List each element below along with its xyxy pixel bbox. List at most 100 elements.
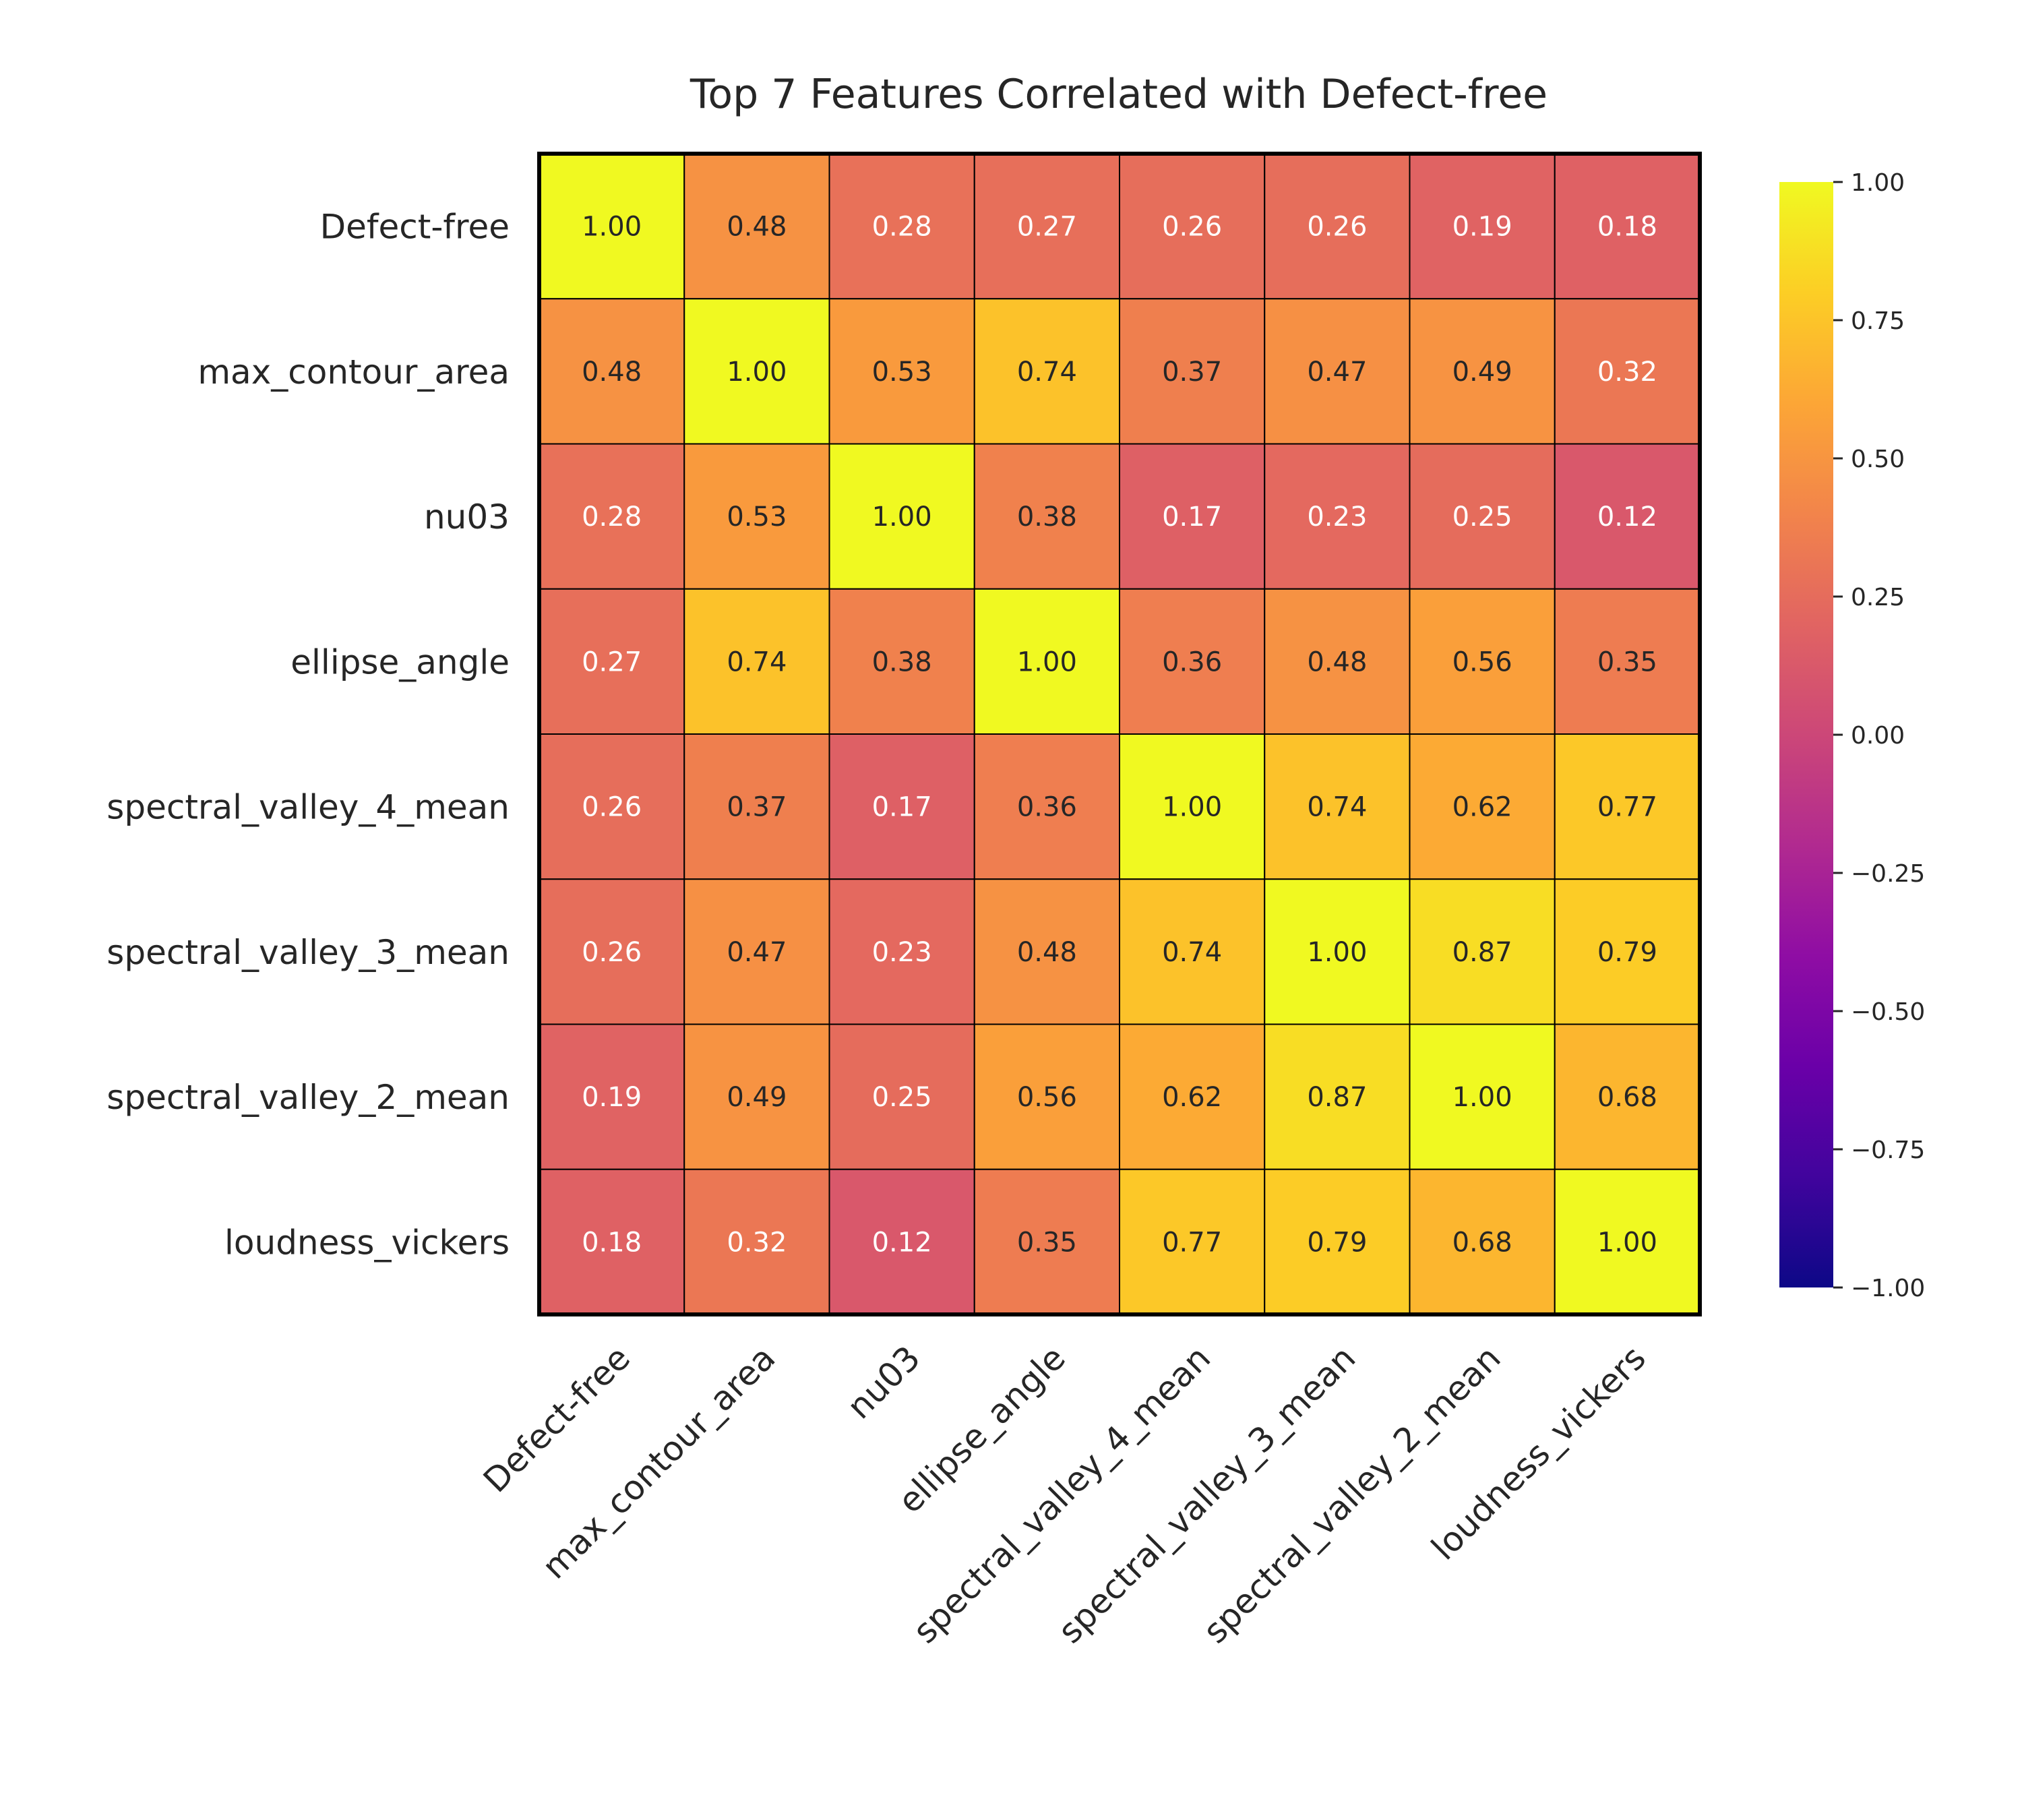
heatmap-cell-3-3 [973,588,1120,735]
colorbar-tick-label: 1.00 [1851,169,1905,197]
cell-value-label: 0.17 [1162,502,1222,533]
colorbar-tick-label: 0.50 [1851,446,1905,473]
y-tick-label: max_contour_area [197,353,510,392]
cell-value-label: 0.48 [727,212,787,243]
cell-value-label: 0.17 [872,792,932,823]
cell-value-label: 0.38 [1017,502,1077,533]
cell-value-label: 0.35 [1017,1227,1077,1258]
cell-value-label: 0.74 [1017,357,1077,388]
cell-value-label: 0.32 [727,1227,787,1258]
cell-value-label: 0.48 [1307,646,1367,677]
y-tick-label: nu03 [424,497,510,537]
heatmap-cell-2-4 [1119,443,1266,590]
cell-value-label: 0.36 [1162,646,1222,677]
cell-value-label: 1.00 [582,212,642,243]
heatmap-cell-5-5 [1264,878,1411,1025]
heatmap-cell-3-2 [828,588,975,735]
y-tick-label: ellipse_angle [290,642,510,681]
cell-value-label: 0.62 [1452,792,1512,823]
cell-value-label: 0.25 [872,1082,932,1113]
cell-value-label: 0.18 [1597,212,1657,243]
cell-value-label: 0.74 [727,646,787,677]
cell-value-label: 0.26 [582,792,642,823]
cell-value-label: 0.32 [1597,357,1657,388]
heatmap-cell-7-4 [1119,1168,1266,1315]
cell-value-label: 0.26 [1307,212,1367,243]
cell-value-label: 0.87 [1452,937,1512,968]
heatmap-cell-1-5 [1264,298,1411,445]
heatmap-cell-6-2 [828,1023,975,1170]
heatmap-cell-1-6 [1409,298,1556,445]
cell-value-label: 0.74 [1307,792,1367,823]
heatmap-cell-0-5 [1264,153,1411,300]
heatmap-cell-4-2 [828,733,975,880]
cell-value-label: 0.77 [1162,1227,1222,1258]
y-tick-label: spectral_valley_3_mean [106,933,510,972]
heatmap-cell-4-3 [973,733,1120,880]
heatmap-cell-6-7 [1554,1023,1701,1170]
heatmap-cell-5-7 [1554,878,1701,1025]
heatmap-cell-1-4 [1119,298,1266,445]
cell-value-label: 0.56 [1017,1082,1077,1113]
heatmap-cell-7-5 [1264,1168,1411,1315]
x-tick-label: Defect-free [476,1338,638,1500]
y-tick-label: spectral_valley_2_mean [106,1078,510,1117]
colorbar-tick-label: 0.25 [1851,584,1905,611]
cell-value-label: 0.18 [582,1227,642,1258]
cell-value-label: 1.00 [1452,1082,1512,1113]
x-tick-label: nu03 [840,1338,928,1426]
cell-value-label: 0.49 [727,1082,787,1113]
heatmap-cell-0-1 [683,153,830,300]
colorbar-tick-label: −1.00 [1851,1275,1925,1302]
cell-value-label: 0.27 [582,646,642,677]
cell-value-label: 0.12 [1597,502,1657,533]
x-tick-label: spectral_valley_2_mean [1196,1338,1508,1651]
heatmap-cell-1-1 [683,298,830,445]
cell-value-label: 0.48 [582,357,642,388]
heatmap-cell-4-7 [1554,733,1701,880]
cell-value-label: 0.23 [1307,502,1367,533]
heatmap-cell-7-7 [1554,1168,1701,1315]
chart-title: Top 7 Features Correlated with Defect-fr… [690,71,1548,118]
cell-value-label: 0.49 [1452,357,1512,388]
heatmap-frame [537,152,1702,1316]
heatmap-cell-6-1 [683,1023,830,1170]
cell-value-label: 0.19 [582,1082,642,1113]
colorbar-tick-label: −0.75 [1851,1136,1925,1164]
cell-value-label: 1.00 [1162,792,1222,823]
cell-value-label: 1.00 [1307,937,1367,968]
heatmap-cell-4-5 [1264,733,1411,880]
cell-value-label: 0.62 [1162,1082,1222,1113]
colorbar-tick-label: 0.75 [1851,307,1905,335]
cell-value-label: 0.53 [727,502,787,533]
colorbar-ticks: 1.00 0.75 0.50 0.25 0.00 −0.25 −0.50 −0.75 −1.00 [1833,169,1925,1302]
cell-value-label: 0.27 [1017,212,1077,243]
heatmap-cell-2-3 [973,443,1120,590]
heatmap-cell-6-4 [1119,1023,1266,1170]
heatmap-cell-0-0 [539,153,685,300]
heatmap-cell-5-4 [1119,878,1266,1025]
colorbar-tick-label: −0.50 [1851,998,1925,1026]
y-tick-labels: Defect-free max_contour_area nu03 ellipse_a… [106,208,510,1263]
x-tick-label: max_contour_area [534,1338,783,1586]
cell-value-label: 1.00 [1597,1227,1657,1258]
heatmap-cell-0-3 [973,153,1120,300]
heatmap-cell-5-2 [828,878,975,1025]
cell-value-label: 0.68 [1452,1227,1512,1258]
cell-value-label: 0.47 [727,937,787,968]
y-tick-label: Defect-free [320,208,510,247]
cell-value-label: 0.77 [1597,792,1657,823]
colorbar [1779,182,1833,1287]
heatmap-cell-3-4 [1119,588,1266,735]
heatmap-cell-1-3 [973,298,1120,445]
colorbar-tick-label: 0.00 [1851,722,1905,750]
x-tick-label: spectral_valley_4_mean [905,1338,1218,1651]
cell-value-label: 0.28 [872,212,932,243]
x-tick-label: spectral_valley_3_mean [1051,1338,1364,1651]
cell-value-label: 1.00 [727,357,787,388]
heatmap-cell-2-0 [539,443,685,590]
cell-value-label: 0.19 [1452,212,1512,243]
heatmap-cell-4-6 [1409,733,1556,880]
heatmap-cell-5-1 [683,878,830,1025]
heatmap-cell-0-7 [1554,153,1701,300]
